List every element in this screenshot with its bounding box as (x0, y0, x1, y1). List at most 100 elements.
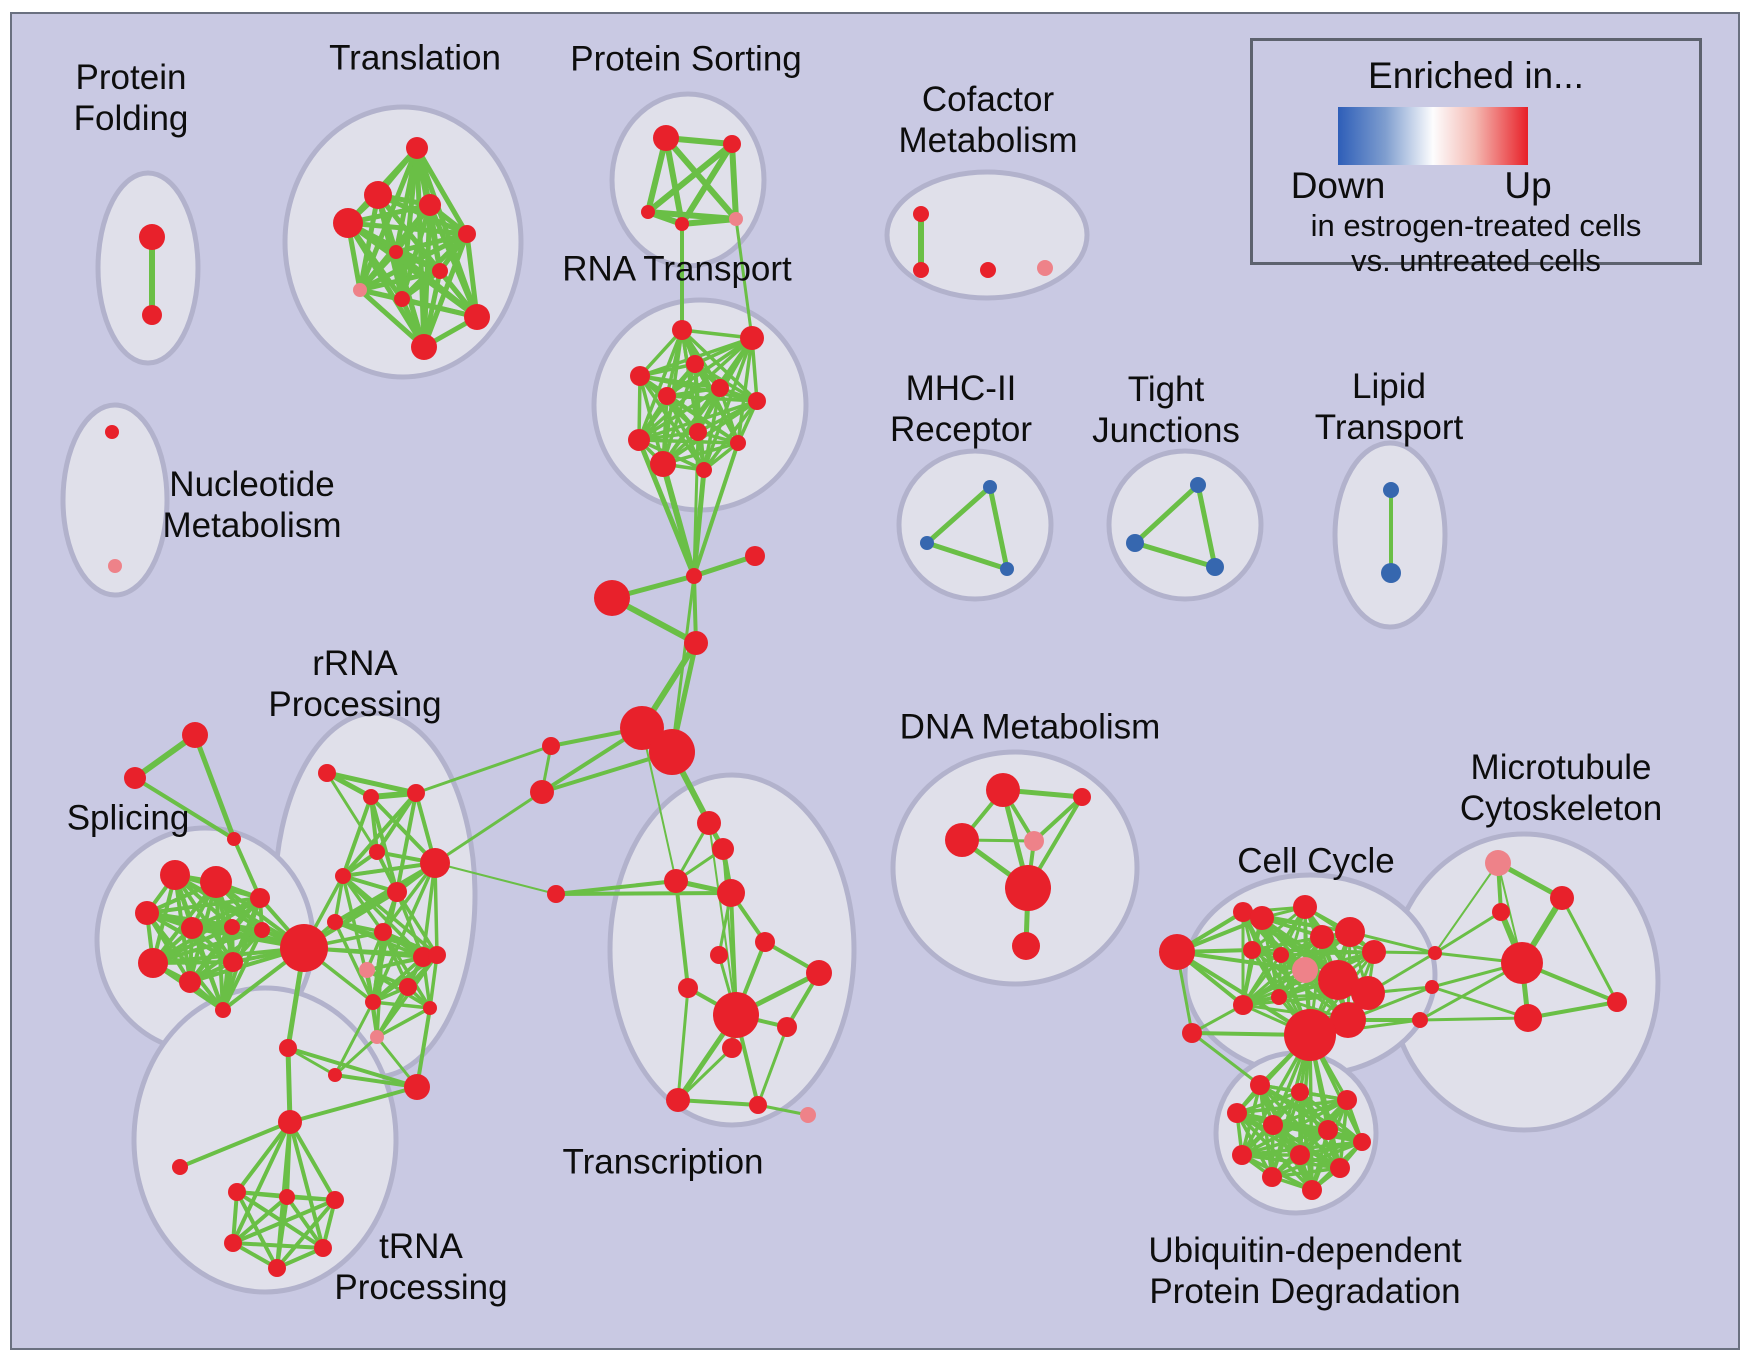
node-j0[interactable] (1190, 477, 1206, 493)
node-TH[interactable] (278, 1110, 302, 1134)
node-mt3[interactable] (1501, 942, 1543, 984)
node-u4[interactable] (1263, 1115, 1283, 1135)
node-d3[interactable] (1024, 831, 1044, 851)
node-u1[interactable] (1291, 1083, 1309, 1101)
node-cn0[interactable] (1428, 946, 1442, 960)
node-cc5[interactable] (1362, 940, 1386, 964)
node-tx12[interactable] (777, 1017, 797, 1037)
node-u8[interactable] (1290, 1145, 1310, 1165)
node-m0[interactable] (983, 480, 997, 494)
node-sp4[interactable] (224, 919, 240, 935)
node-tx16[interactable] (800, 1107, 816, 1123)
node-tx9[interactable] (678, 978, 698, 998)
node-rr4[interactable] (335, 868, 351, 884)
node-m2[interactable] (1000, 562, 1014, 576)
node-sp8[interactable] (223, 952, 243, 972)
node-cc2[interactable] (1250, 906, 1274, 930)
node-s4[interactable] (729, 212, 743, 226)
node-sp1[interactable] (200, 866, 232, 898)
node-mt1[interactable] (1550, 886, 1574, 910)
node-u2[interactable] (1337, 1090, 1357, 1110)
node-sp5[interactable] (250, 888, 270, 908)
node-cn1[interactable] (1425, 980, 1439, 994)
node-d5[interactable] (1012, 932, 1040, 960)
node-h2[interactable] (594, 580, 630, 616)
node-tq[interactable] (172, 1159, 188, 1175)
node-j1[interactable] (1126, 534, 1144, 552)
node-u6[interactable] (1353, 1133, 1371, 1151)
node-r1[interactable] (740, 326, 764, 350)
node-m1[interactable] (920, 536, 934, 550)
node-l0[interactable] (1383, 482, 1399, 498)
node-rr11[interactable] (399, 978, 417, 996)
node-cc11[interactable] (1233, 995, 1253, 1015)
node-r4[interactable] (658, 387, 676, 405)
node-cc3[interactable] (1310, 925, 1334, 949)
node-tx7[interactable] (755, 932, 775, 952)
node-cc7[interactable] (1318, 960, 1358, 1000)
node-u11[interactable] (1302, 1180, 1322, 1200)
node-sp10[interactable] (254, 922, 270, 938)
node-l1[interactable] (1381, 563, 1401, 583)
node-rr12[interactable] (428, 946, 446, 964)
node-u0[interactable] (1250, 1075, 1270, 1095)
node-t4[interactable] (458, 225, 476, 243)
node-tx8[interactable] (710, 946, 728, 964)
node-r0[interactable] (672, 320, 692, 340)
node-cc12[interactable] (1271, 989, 1287, 1005)
node-sp3[interactable] (181, 917, 203, 939)
node-r5[interactable] (711, 379, 729, 397)
node-n1[interactable] (108, 559, 122, 573)
node-q5[interactable] (268, 1259, 286, 1277)
node-GH[interactable] (1284, 1009, 1336, 1061)
node-tx15[interactable] (749, 1096, 767, 1114)
node-r9[interactable] (730, 435, 746, 451)
node-h0[interactable] (686, 568, 702, 584)
node-r11[interactable] (696, 462, 712, 478)
node-cc8[interactable] (1351, 976, 1385, 1010)
node-q2[interactable] (326, 1191, 344, 1209)
node-s2[interactable] (641, 205, 655, 219)
node-o0[interactable] (542, 737, 560, 755)
node-tx14[interactable] (666, 1088, 690, 1112)
node-t8[interactable] (394, 291, 410, 307)
node-u7[interactable] (1232, 1145, 1252, 1165)
node-cc9[interactable] (1243, 941, 1261, 959)
node-r6[interactable] (748, 392, 766, 410)
node-mt4[interactable] (1514, 1004, 1542, 1032)
node-t5[interactable] (389, 245, 403, 259)
node-t10[interactable] (411, 334, 437, 360)
node-q3[interactable] (224, 1234, 242, 1252)
node-d0[interactable] (986, 773, 1020, 807)
node-t9[interactable] (464, 304, 490, 330)
node-tx2[interactable] (547, 885, 565, 903)
node-t1[interactable] (364, 181, 392, 209)
node-sp2[interactable] (135, 901, 159, 925)
node-mt5[interactable] (1607, 992, 1627, 1012)
node-tx11[interactable] (713, 992, 759, 1038)
node-tx13[interactable] (722, 1038, 742, 1058)
node-tri0[interactable] (182, 722, 208, 748)
node-MH[interactable] (280, 924, 328, 972)
node-hub5[interactable] (649, 729, 695, 775)
node-rr13[interactable] (370, 1030, 384, 1044)
node-cn2[interactable] (1412, 1012, 1428, 1028)
node-c2[interactable] (980, 262, 996, 278)
node-cc0[interactable] (1233, 902, 1253, 922)
node-u9[interactable] (1330, 1158, 1350, 1178)
node-tx6[interactable] (717, 879, 745, 907)
node-cc1[interactable] (1293, 895, 1317, 919)
node-t3[interactable] (333, 208, 363, 238)
node-d2[interactable] (945, 823, 979, 857)
node-sp7[interactable] (179, 971, 201, 993)
node-r8[interactable] (628, 429, 650, 451)
node-rr18[interactable] (279, 1039, 297, 1057)
node-pf_a[interactable] (139, 224, 165, 250)
node-u10[interactable] (1262, 1167, 1282, 1187)
node-t0[interactable] (406, 137, 428, 159)
node-h1[interactable] (745, 546, 765, 566)
node-cc13[interactable] (1330, 1002, 1366, 1038)
node-tx3[interactable] (697, 811, 721, 835)
node-mt0[interactable] (1485, 850, 1511, 876)
node-hub4[interactable] (620, 706, 664, 750)
